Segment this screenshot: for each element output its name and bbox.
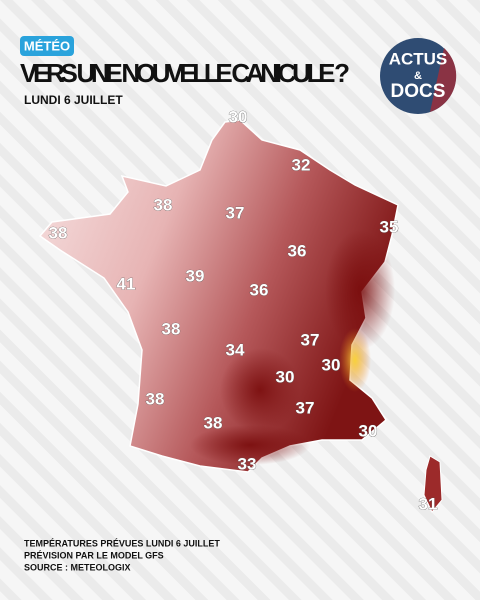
temperature: 36 [250, 280, 269, 299]
temperature: 30 [322, 355, 341, 374]
subtitle: LUNDI 6 JUILLET [24, 93, 123, 107]
hot-zone [325, 230, 395, 350]
temperature: 41 [117, 274, 136, 293]
hot-spot [339, 328, 371, 392]
temperature: 38 [162, 319, 181, 338]
temperature: 38 [146, 389, 165, 408]
temperature: 32 [292, 155, 311, 174]
footer-line: SOURCE : METEOLOGIX [24, 562, 131, 572]
temperature: 37 [301, 330, 320, 349]
temperature: 39 [186, 266, 205, 285]
temperature: 35 [380, 217, 399, 236]
temperature: 31 [419, 494, 438, 513]
footer: TEMPÉRATURES PRÉVUES LUNDI 6 JUILLET PRÉV… [24, 538, 220, 572]
logo-middle: & [414, 70, 422, 82]
temperature: 30 [229, 107, 248, 126]
temperature: 37 [226, 203, 245, 222]
title: VERS UNE NOUVELLE CANICULE ? [20, 58, 350, 88]
logo-accent [430, 48, 457, 112]
temperature: 38 [204, 413, 223, 432]
badge-bg [20, 36, 74, 56]
temperature: 38 [49, 223, 68, 242]
hot-zone [220, 348, 300, 432]
temperature: 34 [226, 340, 245, 359]
map [38, 119, 443, 513]
temperature: 38 [154, 195, 173, 214]
corsica [423, 455, 443, 513]
temperature: 30 [276, 367, 295, 386]
temperature: 36 [288, 241, 307, 260]
temperature: 30 [359, 421, 378, 440]
logo-bottom: DOCS [391, 81, 446, 102]
badge: MÉTÉO [24, 38, 70, 53]
logo-top: ACTUS [389, 49, 448, 68]
temperature: 37 [296, 398, 315, 417]
logo: ACTUS & DOCS [380, 38, 457, 114]
temperature: 33 [238, 454, 257, 473]
footer-line: TEMPÉRATURES PRÉVUES LUNDI 6 JUILLET [24, 538, 220, 548]
footer-line: PRÉVISION PAR LE MODEL GFS [24, 550, 164, 560]
hot-zone [190, 425, 310, 465]
